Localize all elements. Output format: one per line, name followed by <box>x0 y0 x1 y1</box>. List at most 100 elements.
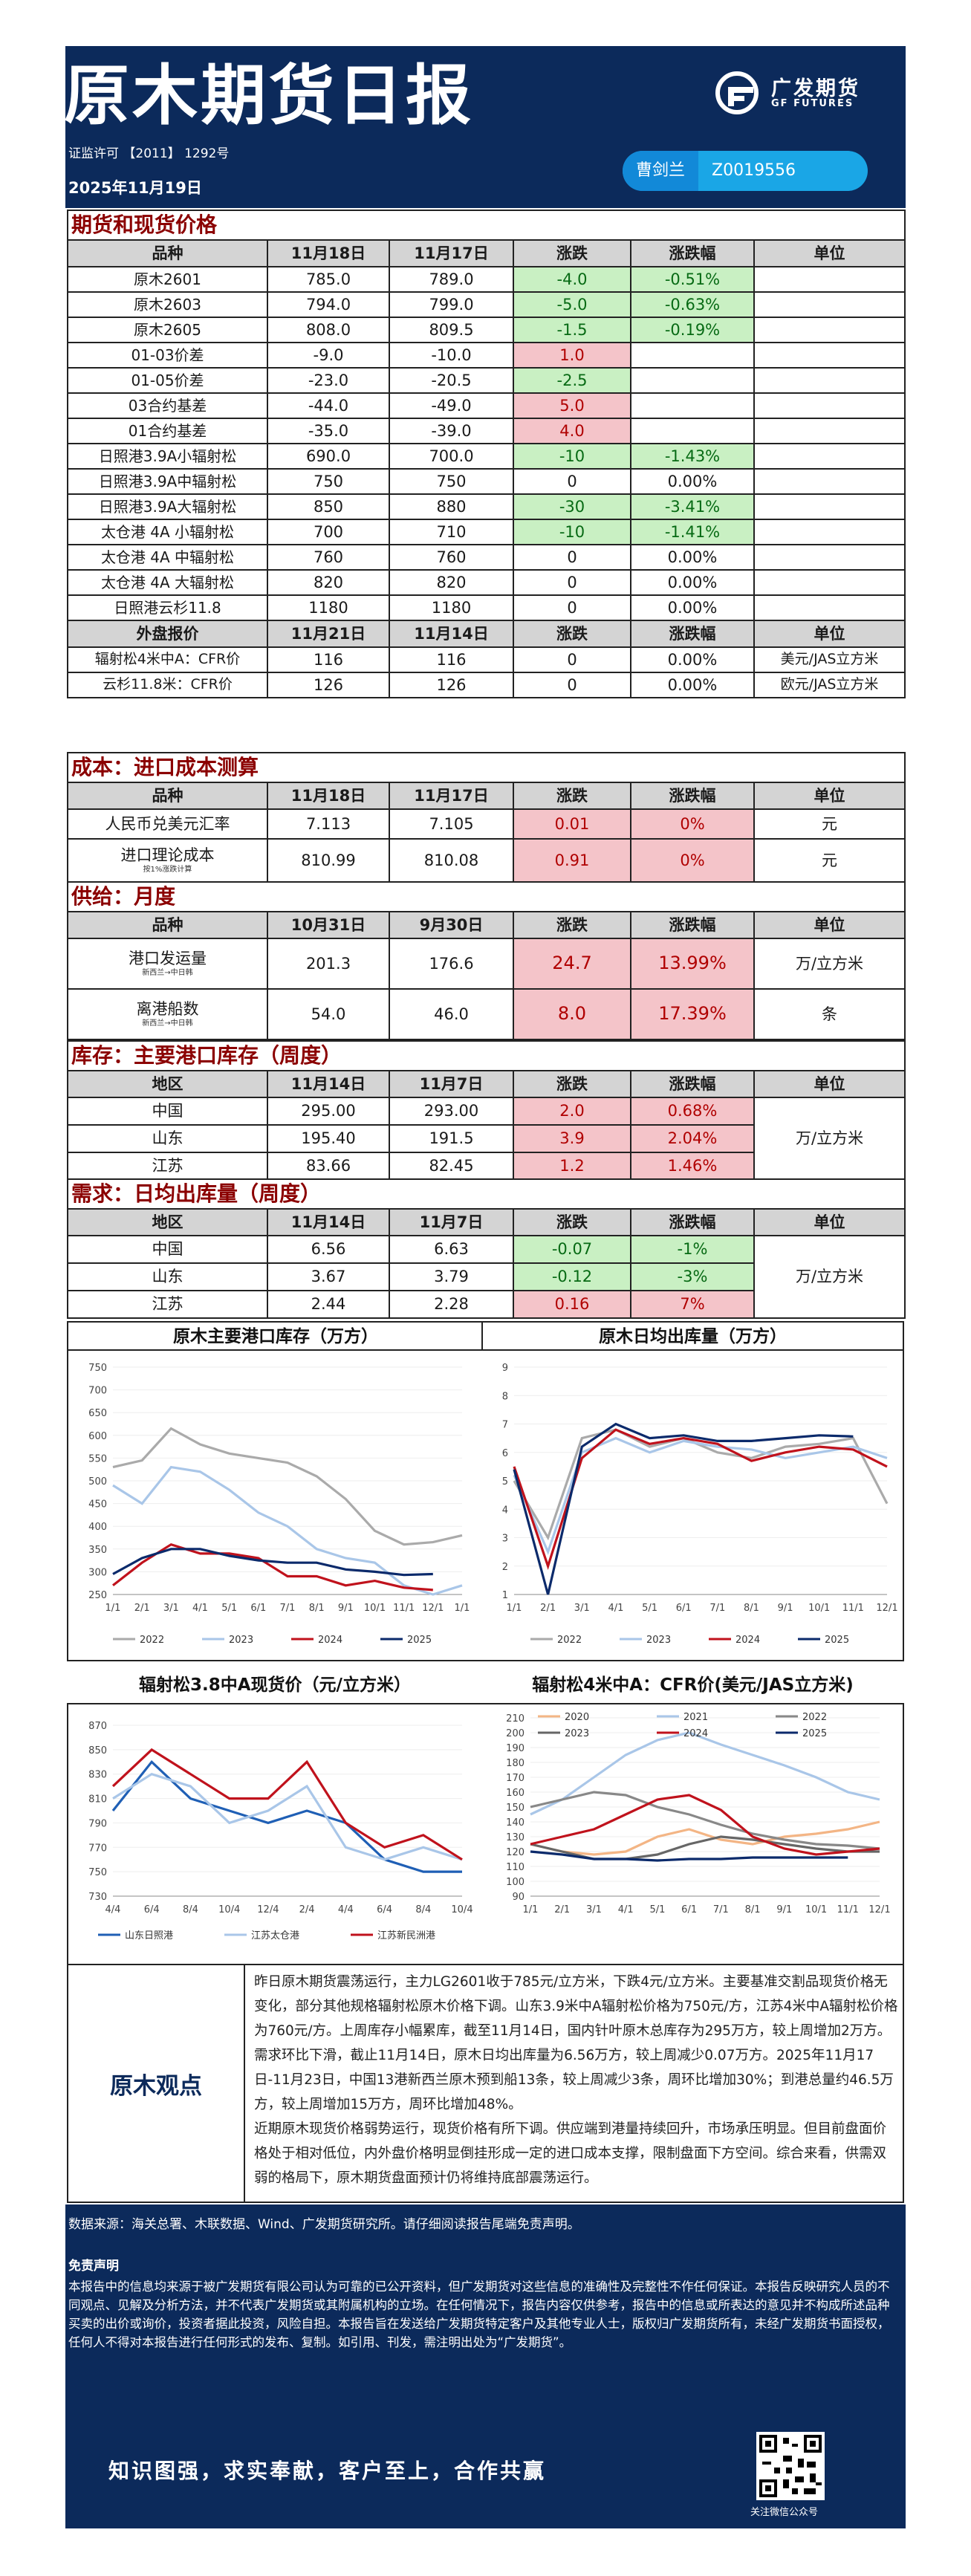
change-pct-cell: 2.04% <box>630 1124 755 1153</box>
change-pct-cell: -1.41% <box>630 519 755 545</box>
legend-label: 2023 <box>565 1728 589 1739</box>
unit-cell <box>753 266 906 293</box>
y-tick-label: 100 <box>506 1877 525 1888</box>
series-line-2022 <box>112 1427 463 1546</box>
change-cell: -1.5 <box>513 317 631 343</box>
series-line-2021 <box>530 1731 880 1816</box>
x-tick-label: 8/1 <box>745 1904 761 1915</box>
y-tick-label: 210 <box>506 1713 525 1725</box>
change-cell: 2.0 <box>513 1097 631 1126</box>
change-cell: -0.07 <box>513 1235 631 1264</box>
market-view-paragraph-2: 近期原木现货价格弱势运行，现货价格有所下调。供应端到港量持续回升，市场承压明显。… <box>254 2121 887 2186</box>
legend-label: 2022 <box>557 1635 582 1646</box>
value-cell: 295.00 <box>267 1097 390 1126</box>
change-cell: 0.01 <box>513 808 631 840</box>
change-cell: 0 <box>513 569 631 596</box>
series-line-2024 <box>112 1542 433 1592</box>
legend-label: 2021 <box>683 1712 708 1723</box>
x-tick-label: 9/1 <box>778 1603 793 1614</box>
row-label: 日照港3.9A中辐射松 <box>67 468 268 495</box>
y-tick-label: 750 <box>88 1363 107 1374</box>
value-cell: 820 <box>267 569 390 596</box>
row-label: 山东 <box>67 1124 268 1153</box>
value-cell: 83.66 <box>267 1152 390 1181</box>
x-tick-label: 7/1 <box>280 1603 296 1614</box>
chart-title-radiata-spot: 辐射松3.8中A现货价（元/立方米） <box>139 1675 411 1695</box>
unit-cell <box>753 519 906 545</box>
value-cell: -20.5 <box>389 367 514 394</box>
value-cell: 293.00 <box>389 1097 514 1126</box>
y-tick-label: 300 <box>88 1567 107 1578</box>
change-pct-cell: -1% <box>630 1235 755 1264</box>
row-label-note: 按1%涨跌计算 <box>143 866 192 875</box>
row-label: 进口理论成本 按1%涨跌计算 <box>67 838 268 883</box>
series-line-2025 <box>112 1548 433 1577</box>
row-label: 港口发运量 新西兰→中日韩 <box>67 938 268 990</box>
value-cell: 46.0 <box>389 988 514 1040</box>
y-tick-label: 250 <box>88 1590 107 1601</box>
col-header: 11月18日 <box>267 782 390 810</box>
row-label-note: 新西兰→中日韩 <box>142 969 193 978</box>
x-tick-label: 11/1 <box>842 1603 864 1614</box>
y-tick-label: 550 <box>88 1453 107 1464</box>
x-tick-label: 4/1 <box>192 1603 208 1614</box>
license-number: 证监许可 【2011】 1292号 <box>68 146 230 161</box>
change-cell: 5.0 <box>513 392 631 419</box>
change-cell: -4.0 <box>513 266 631 293</box>
legend-label: 2025 <box>802 1728 827 1739</box>
change-pct-cell: 7% <box>630 1290 755 1319</box>
table-row: 01合约基差 -35.0 -39.0 4.0 <box>67 418 906 444</box>
x-tick-label: 10/4 <box>451 1904 472 1915</box>
unit-cell <box>753 493 906 520</box>
table-row: 人民币兑美元汇率 7.113 7.105 0.01 0% 元 <box>67 808 906 840</box>
value-cell: 789.0 <box>389 266 514 293</box>
change-cell: 0.16 <box>513 1290 631 1319</box>
chart-row-2: 870 850 830 810 790 770 750 730 4/4 6/4 8/4 10/4 12/… <box>67 1703 904 1965</box>
table-row: 日照港3.9A大辐射松 850 880 -30 -3.41% <box>67 493 906 520</box>
table-row: 中国 295.00 293.00 2.0 0.68% 万/立方米 <box>67 1097 906 1181</box>
company-slogan: 知识图强，求实奉献，客户至上，合作共赢 <box>108 2459 547 2483</box>
legend-label: 2025 <box>825 1635 849 1646</box>
x-tick-label: 6/1 <box>676 1603 692 1614</box>
y-tick-label: 90 <box>512 1892 525 1903</box>
change-cell: 4.0 <box>513 418 631 444</box>
x-tick-label: 10/1 <box>805 1904 827 1915</box>
gf-logo-icon <box>715 71 759 114</box>
table-row: 云杉11.8米：CFR价 126 126 0 0.00% 欧元/JAS立方米 <box>67 672 906 698</box>
y-tick-label: 4 <box>502 1505 508 1516</box>
unit-cell: 元 <box>753 838 906 883</box>
value-cell: -10.0 <box>389 342 514 369</box>
x-tick-label: 12/1 <box>868 1904 890 1915</box>
section-title-futures: 期货和现货价格 <box>66 210 906 241</box>
value-cell: -23.0 <box>267 367 390 394</box>
chart-row-1: 750 700 650 600 550 500 450 400 350 300 250 1/1 2/1 3… <box>67 1349 904 1661</box>
unit-cell: 万/立方米 <box>753 1097 906 1181</box>
value-cell: 7.113 <box>267 808 390 840</box>
x-tick-label: 11/1 <box>837 1904 859 1915</box>
row-label-main: 离港船数 <box>136 1000 199 1019</box>
col-header: 涨跌幅 <box>630 620 755 648</box>
table-header-row: 品种 11月18日 11月17日 涨跌 涨跌幅 单位 <box>67 782 906 810</box>
col-header: 单位 <box>753 620 906 648</box>
legend-label: 山东日照港 <box>125 1930 173 1941</box>
y-tick-label: 810 <box>88 1794 107 1806</box>
value-cell: 850 <box>267 493 390 520</box>
table-row: 港口发运量 新西兰→中日韩 201.3 176.6 24.7 13.99% 万/立… <box>67 938 906 990</box>
market-view-text: 昨日原木期货震荡运行，主力LG2601收于785元/立方米，下跌4元/立方米。主… <box>254 1970 899 2190</box>
change-pct-cell <box>630 392 755 419</box>
row-label: 太仓港 4A 中辐射松 <box>67 544 268 571</box>
y-tick-label: 200 <box>506 1728 525 1739</box>
change-cell: -5.0 <box>513 291 631 318</box>
value-cell: 799.0 <box>389 291 514 318</box>
radiata-cfr-chart: 210 200 190 180 170 160 150 140 130 120 110 100 901/… <box>506 1712 890 1915</box>
col-header: 单位 <box>753 782 906 810</box>
y-tick-label: 120 <box>506 1847 525 1858</box>
value-cell: 1180 <box>267 594 390 621</box>
col-header: 涨跌 <box>513 911 631 939</box>
x-tick-label: 9/1 <box>776 1904 792 1915</box>
x-tick-label: 12/1 <box>422 1603 444 1614</box>
y-tick-label: 850 <box>88 1745 107 1756</box>
change-cell: 1.2 <box>513 1152 631 1181</box>
x-tick-label: 4/4 <box>338 1904 354 1915</box>
